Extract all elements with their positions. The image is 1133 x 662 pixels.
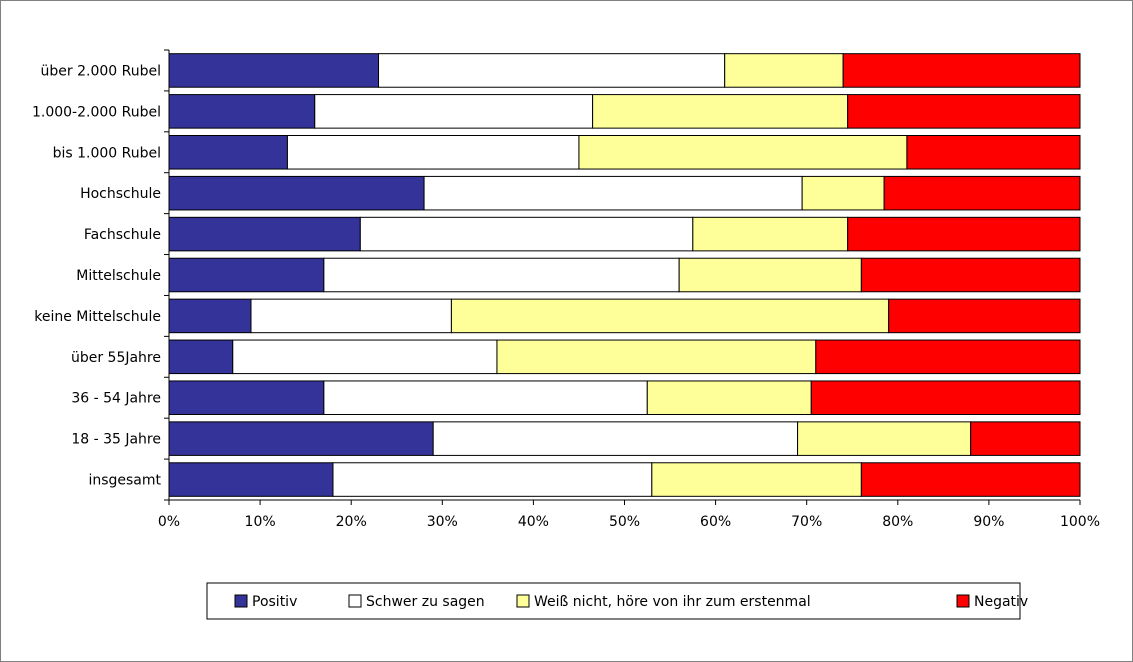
bar-segment-schwer-zu-sagen-10 [332,462,653,497]
category-label: über 2.000 Rubel [41,63,161,79]
x-tick-label: 0% [158,514,180,530]
bar-segment-wei-nicht-h-re-von-ihr-zum-erstenmal-6 [450,298,890,334]
x-tick-label: 100% [1060,514,1100,530]
bar-segment-schwer-zu-sagen-4 [359,216,694,252]
bar-segment-wei-nicht-h-re-von-ihr-zum-erstenmal-9 [797,421,972,456]
x-tick-label: 10% [245,514,276,530]
bar-segment-positiv-10 [168,462,334,497]
bar-segment-negativ-3 [883,175,1081,211]
bar-segment-schwer-zu-sagen-6 [250,298,452,334]
x-tick-label: 20% [336,514,367,530]
legend-swatch-positiv [234,594,248,608]
bar-segment-wei-nicht-h-re-von-ihr-zum-erstenmal-10 [651,462,862,497]
legend-label-positiv: Positiv [252,594,297,610]
category-label: 36 - 54 Jahre [71,391,161,407]
category-label: bis 1.000 Rubel [53,145,161,161]
bar-segment-wei-nicht-h-re-von-ihr-zum-erstenmal-7 [496,339,817,375]
category-label: insgesamt [88,473,161,489]
bar-segment-positiv-1 [168,94,316,129]
legend-swatch-wei-nicht-h-re-von-ihr-zum-erstenmal [516,594,530,608]
bar-segment-schwer-zu-sagen-8 [323,380,648,416]
category-label: 1.000-2.000 Rubel [32,104,161,120]
bar-segment-wei-nicht-h-re-von-ihr-zum-erstenmal-4 [692,216,849,252]
category-label: keine Mittelschule [34,309,161,325]
legend-box [206,582,1021,620]
bar-segment-positiv-4 [168,216,361,252]
bar-segment-negativ-9 [970,421,1081,456]
bar-segment-positiv-2 [168,135,288,170]
legend-swatch-negativ [956,594,970,608]
bar-segment-wei-nicht-h-re-von-ihr-zum-erstenmal-8 [646,380,812,416]
bar-segment-positiv-9 [168,421,434,456]
x-tick-label: 40% [518,514,549,530]
legend-label-schwer-zu-sagen: Schwer zu sagen [366,594,485,610]
bar-segment-positiv-3 [168,175,425,211]
bar-segment-wei-nicht-h-re-von-ihr-zum-erstenmal-0 [724,53,844,88]
x-tick-label: 50% [609,514,640,530]
bar-segment-schwer-zu-sagen-0 [378,53,726,88]
legend: Positiv Schwer zu sagen Weiß nicht, höre v… [206,582,1028,620]
bar-segment-wei-nicht-h-re-von-ihr-zum-erstenmal-2 [578,135,908,170]
bar-segment-positiv-8 [168,380,325,416]
bar-segment-wei-nicht-h-re-von-ihr-zum-erstenmal-1 [592,94,849,129]
category-label: Mittelschule [76,268,161,284]
bar-segment-negativ-6 [888,298,1081,334]
bar-segment-negativ-0 [842,53,1081,88]
bar-segment-wei-nicht-h-re-von-ihr-zum-erstenmal-3 [801,175,885,211]
category-label: 18 - 35 Jahre [71,432,161,448]
bar-segment-negativ-7 [815,339,1081,375]
bar-segment-negativ-2 [906,135,1081,170]
bar-segment-negativ-10 [860,462,1081,497]
legend-swatch-schwer-zu-sagen [348,594,362,608]
x-tick-label: 80% [882,514,913,530]
legend-label-wei-nicht-h-re-von-ihr-zum-erstenmal: Weiß nicht, höre von ihr zum erstenmal [534,594,811,610]
category-labels: über 2.000 Rubel 1.000-2.000 Rubel bis 1.0… [32,63,162,488]
bar-segment-negativ-8 [810,380,1081,416]
bar-segment-positiv-0 [168,53,380,88]
bar-segment-schwer-zu-sagen-5 [323,257,680,293]
bar-segment-negativ-5 [860,257,1081,293]
bar-segment-positiv-5 [168,257,325,293]
bar-segment-wei-nicht-h-re-von-ihr-zum-erstenmal-5 [678,257,862,293]
x-tick-label: 70% [791,514,822,530]
x-tick-labels: 0% 10% 20% 30% 40% 50% 60% 70% 80% 90% 100% [158,514,1100,530]
category-label: Fachschule [84,227,161,243]
legend-label-negativ: Negativ [974,594,1028,610]
bar-segment-schwer-zu-sagen-3 [423,175,803,211]
category-label: Hochschule [80,186,161,202]
bar-segment-positiv-6 [168,298,252,334]
bar-segment-schwer-zu-sagen-1 [314,94,594,129]
x-tick-label: 30% [427,514,458,530]
x-tick-label: 90% [973,514,1004,530]
bar-segment-schwer-zu-sagen-7 [232,339,498,375]
bar-segment-negativ-4 [847,216,1081,252]
x-tick-label: 60% [700,514,731,530]
category-label: über 55Jahre [71,350,161,366]
bar-segment-schwer-zu-sagen-9 [432,421,799,456]
axes-layer [164,49,1081,505]
bar-segment-positiv-7 [168,339,234,375]
bar-segment-negativ-1 [847,94,1081,129]
bars-layer [168,53,1081,497]
bar-segment-schwer-zu-sagen-2 [286,135,580,170]
